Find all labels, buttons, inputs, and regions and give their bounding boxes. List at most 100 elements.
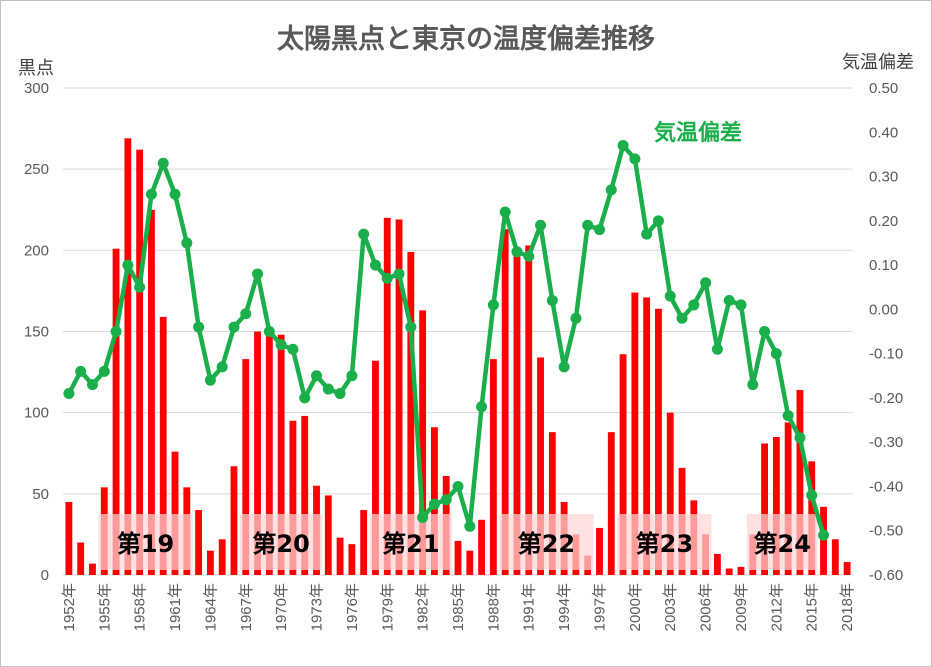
- temperature-deviation-point: [110, 326, 122, 337]
- temperature-deviation-point: [546, 295, 558, 307]
- temperature-deviation-point: [770, 348, 782, 360]
- x-tick-label: 1958年: [132, 583, 149, 631]
- temperature-deviation-point: [641, 228, 653, 240]
- sunspot-bar: [655, 308, 662, 575]
- sunspot-bar: [548, 432, 556, 575]
- sunspot-bar: [336, 537, 344, 575]
- sunspot-bar: [478, 519, 486, 575]
- temperature-deviation-point: [735, 299, 747, 311]
- x-tick-label: 1997年: [591, 583, 608, 631]
- sunspot-bar: [713, 553, 721, 575]
- sunspot-bar: [136, 149, 144, 576]
- sunspot-bar: [242, 359, 250, 575]
- temperature-deviation-point: [263, 326, 275, 337]
- sunspot-bar: [596, 527, 603, 575]
- temperature-deviation-point: [818, 529, 830, 541]
- temperature-deviation-point: [747, 379, 759, 391]
- sunspot-bar: [383, 217, 391, 575]
- temperature-deviation-point: [98, 365, 110, 377]
- left-tick-label: 50: [32, 486, 49, 503]
- temperature-deviation-point: [558, 361, 570, 373]
- right-tick-label: -0.40: [869, 478, 903, 495]
- sunspot-bar: [89, 563, 96, 575]
- temperature-deviation-point: [464, 520, 476, 532]
- temperature-deviation-point: [652, 215, 664, 227]
- sunspot-bar: [772, 437, 780, 575]
- temperature-deviation-point: [346, 370, 358, 382]
- cycle-label-box: [499, 514, 594, 570]
- sunspot-bar: [525, 245, 533, 576]
- temperature-deviation-point: [629, 153, 641, 165]
- sunspot-bar: [148, 209, 155, 575]
- temperature-deviation-point: [676, 312, 688, 324]
- temperature-deviation-point: [252, 268, 264, 280]
- temperature-deviation-point: [86, 379, 98, 391]
- x-tick-label: 1970年: [273, 583, 290, 631]
- sunspot-bar: [159, 316, 167, 575]
- temperature-series-label: 気温偏差: [654, 120, 742, 146]
- x-tick-label: 1964年: [202, 583, 219, 631]
- left-tick-label: 100: [24, 405, 49, 422]
- temperature-deviation-point: [806, 489, 818, 501]
- sunspot-bar: [218, 539, 226, 575]
- sunspot-bar: [607, 432, 615, 575]
- x-tick-label: 2015年: [804, 583, 821, 631]
- sunspot-bar: [631, 292, 639, 575]
- left-tick-label: 150: [24, 324, 49, 341]
- temperature-deviation-point: [275, 339, 287, 351]
- right-tick-label: 0.40: [869, 124, 898, 141]
- x-tick-label: 1994年: [556, 583, 573, 631]
- sunspot-bar: [77, 542, 85, 575]
- right-tick-label: -0.10: [869, 346, 903, 363]
- temperature-deviation-point: [369, 259, 381, 271]
- x-tick-label: 1952年: [61, 583, 78, 631]
- x-tick-label: 2012年: [768, 583, 785, 631]
- temperature-deviation-point: [782, 410, 794, 422]
- sunspot-bar: [489, 359, 497, 575]
- temperature-deviation-point: [700, 277, 712, 289]
- right-tick-label: 0.10: [869, 257, 898, 274]
- temperature-deviation-point: [535, 219, 547, 231]
- left-tick-label: 200: [24, 242, 49, 259]
- sunspot-bar: [737, 566, 745, 575]
- sunspot-bar: [124, 138, 132, 575]
- right-tick-label: -0.30: [869, 434, 903, 451]
- temperature-deviation-point: [122, 259, 134, 271]
- temperature-deviation-point: [75, 365, 87, 377]
- temperature-deviation-point: [405, 321, 417, 333]
- temperature-deviation-point: [523, 250, 535, 262]
- sunspot-bar: [171, 451, 179, 575]
- sunspot-bar: [761, 443, 768, 575]
- x-tick-label: 1979年: [379, 583, 396, 631]
- x-tick-label: 2006年: [698, 583, 715, 631]
- right-tick-label: 0.00: [869, 301, 898, 318]
- sunspot-bar: [419, 310, 427, 575]
- sunspot-bar: [265, 333, 273, 575]
- cycle-label-box: [617, 514, 712, 570]
- sunspot-bar: [725, 568, 733, 575]
- sunspot-bar: [843, 562, 851, 575]
- sunspot-bar: [796, 389, 804, 575]
- temperature-deviation-point: [240, 308, 252, 320]
- sunspot-bar: [820, 506, 827, 575]
- sunspot-bar: [65, 501, 73, 575]
- x-tick-label: 2000年: [627, 583, 644, 631]
- temperature-deviation-point: [299, 392, 311, 404]
- x-tick-label: 2003年: [662, 583, 679, 631]
- temperature-deviation-point: [311, 370, 323, 382]
- sunspot-bar: [395, 219, 403, 576]
- sunspot-bar: [112, 248, 120, 575]
- temperature-deviation-point: [393, 268, 405, 280]
- left-tick-label: 300: [24, 80, 49, 97]
- sunspot-bar: [195, 510, 203, 575]
- temperature-deviation-point: [605, 184, 617, 196]
- cycle-label-box: [98, 514, 193, 570]
- temperature-deviation-point: [145, 188, 157, 200]
- x-tick-label: 1961年: [167, 583, 184, 631]
- temperature-deviation-point: [157, 157, 169, 169]
- cycle-label: 第23: [636, 530, 693, 558]
- temperature-deviation-point: [664, 290, 676, 302]
- temperature-deviation-point: [617, 140, 629, 152]
- sunspot-bar: [643, 297, 651, 575]
